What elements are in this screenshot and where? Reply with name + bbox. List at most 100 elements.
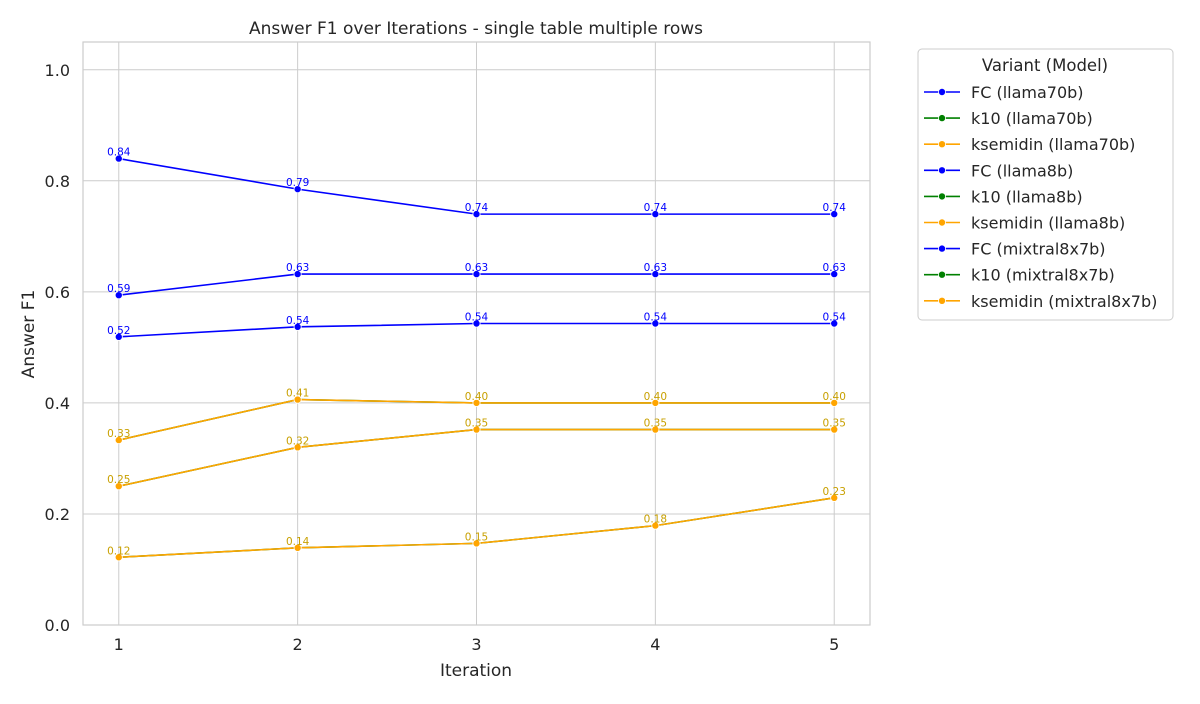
y-tick-label: 0.0 [45,616,70,635]
legend-label: FC (llama70b) [971,83,1084,102]
data-point [472,210,481,219]
legend-swatch-marker [938,166,947,175]
data-point [293,185,302,194]
data-label: 0.74 [644,202,668,214]
data-point [830,493,839,502]
legend-swatch-marker [938,270,947,279]
x-tick-label: 2 [293,635,303,654]
legend-swatch-marker [938,192,947,201]
data-point [651,398,660,407]
data-label: 0.52 [107,325,130,337]
legend-frame [917,48,1174,321]
data-label: 0.35 [644,418,667,430]
legend-entry: k10 (llama70b) [924,109,1093,128]
data-point [293,395,302,404]
data-point [830,398,839,407]
data-label: 0.54 [465,312,489,324]
data-label: 0.25 [107,474,130,486]
y-tick-label: 1.0 [45,61,70,80]
legend-swatch-marker [938,140,947,149]
data-point [651,210,660,219]
data-point [651,521,660,530]
data-label: 0.63 [823,262,846,274]
data-point [651,270,660,279]
legend-entry: k10 (mixtral8x7b) [924,266,1115,285]
series-5 [114,493,839,562]
data-label: 0.14 [286,536,310,548]
legend-label: ksemidin (llama70b) [971,135,1135,154]
data-point [293,443,302,452]
legend-swatch-marker [938,88,947,97]
data-label: 0.41 [286,388,309,400]
data-label: 0.63 [286,262,309,274]
legend-entry: ksemidin (llama8b) [924,214,1125,233]
legend-label: k10 (mixtral8x7b) [971,266,1115,285]
x-axis-label: Iteration [440,661,512,681]
data-point [830,210,839,219]
data-label: 0.63 [644,262,667,274]
x-tick-label: 3 [471,635,481,654]
data-point [472,270,481,279]
data-label: 0.40 [823,391,846,403]
legend-items: FC (llama70b) k10 (llama70b) ksemidin (lla… [924,83,1157,311]
data-label: 0.40 [465,391,488,403]
series-2 [114,395,839,445]
data-point [472,319,481,328]
legend-label: FC (mixtral8x7b) [971,240,1106,259]
y-tick-label: 0.8 [45,172,70,191]
legend-swatch-marker [938,296,947,305]
y-tick-label: 0.4 [45,394,70,413]
legend-entry: FC (llama8b) [924,161,1073,180]
data-point [114,154,123,163]
legend-entry: ksemidin (llama70b) [924,135,1135,154]
data-label: 0.12 [107,545,130,557]
legend-label: ksemidin (llama8b) [971,214,1125,233]
legend: Variant (Model) FC (llama70b) k10 (llama7… [917,48,1174,321]
legend-title: Variant (Model) [982,56,1108,75]
data-point [293,270,302,279]
plot-frame [82,41,871,626]
data-label: 0.18 [644,514,667,526]
legend-entry: FC (mixtral8x7b) [924,240,1106,259]
legend-entry: ksemidin (mixtral8x7b) [924,292,1157,311]
axis-ticks: 1 2 3 4 5 0.0 0.2 0.4 0.6 0.8 1.0 [45,61,840,654]
x-tick-label: 1 [114,635,124,654]
legend-entry: FC (llama70b) [924,83,1084,102]
data-point [114,436,123,445]
data-label: 0.54 [286,315,310,327]
data-label: 0.32 [286,435,309,447]
data-label: 0.40 [644,391,667,403]
data-point [293,543,302,552]
data-point [114,332,123,341]
data-point [114,482,123,491]
data-labels: 0.84 0.79 0.74 0.74 0.74 0.33 0.41 0.40 0.40 0.40… [107,147,846,558]
data-label: 0.35 [823,418,846,430]
data-point [472,539,481,548]
data-label: 0.84 [107,147,131,159]
y-axis-label: Answer F1 [19,290,39,379]
legend-label: FC (llama8b) [971,161,1073,180]
x-tick-label: 5 [829,635,839,654]
x-tick-label: 4 [650,635,660,654]
series-8 [114,425,839,491]
data-label: 0.54 [823,312,847,324]
data-label: 0.33 [107,428,130,440]
legend-label: k10 (llama70b) [971,109,1093,128]
data-point [830,425,839,434]
data-label: 0.63 [465,262,488,274]
data-label: 0.15 [465,531,488,543]
data-point [651,319,660,328]
data-label: 0.74 [823,202,847,214]
data-point [472,425,481,434]
y-tick-label: 0.2 [45,505,70,524]
series-lines [114,154,839,562]
data-point [830,270,839,279]
data-label: 0.35 [465,418,488,430]
data-point [830,319,839,328]
data-label: 0.74 [465,202,489,214]
legend-entry: k10 (llama8b) [924,187,1083,206]
chart-title: Answer F1 over Iterations - single table… [249,19,703,39]
data-label: 0.59 [107,283,130,295]
